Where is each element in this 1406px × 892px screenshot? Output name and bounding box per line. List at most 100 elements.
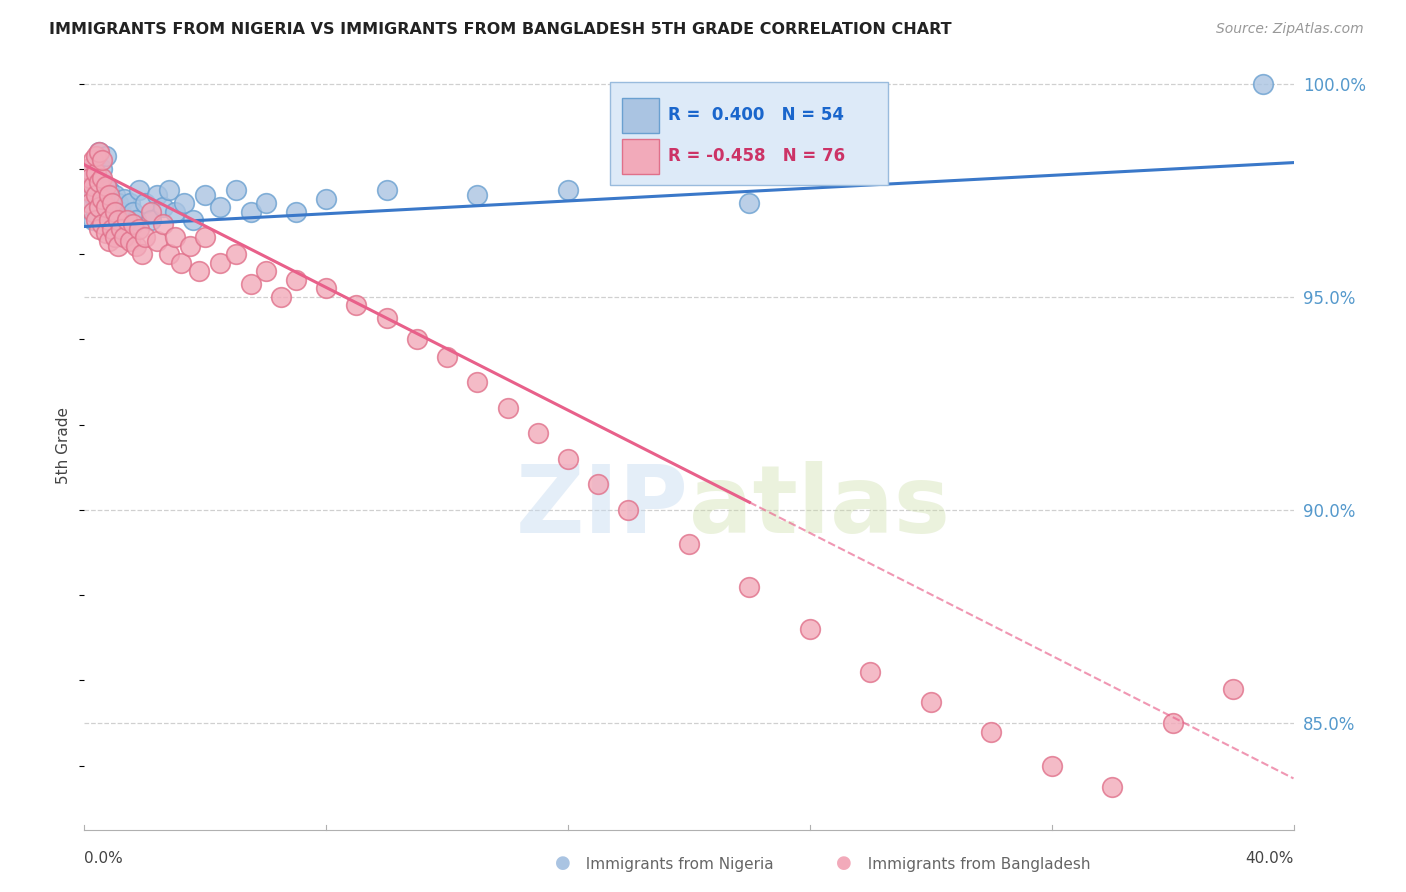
Point	[375, 311, 398, 326]
Point	[467, 375, 489, 389]
Point	[225, 247, 247, 261]
Point	[1253, 77, 1275, 91]
Point	[91, 153, 114, 168]
Point	[496, 401, 519, 415]
Point	[194, 187, 217, 202]
Point	[94, 196, 117, 211]
Point	[94, 179, 117, 194]
Point	[104, 209, 127, 223]
Point	[152, 218, 174, 232]
Point	[82, 187, 104, 202]
Point	[375, 183, 398, 197]
Point	[97, 183, 120, 197]
Text: 0.0%: 0.0%	[84, 851, 124, 866]
Point	[100, 192, 122, 206]
Point	[76, 183, 98, 197]
Text: Immigrants from Bangladesh: Immigrants from Bangladesh	[858, 857, 1090, 872]
Point	[118, 196, 141, 211]
Point	[239, 277, 262, 291]
Point	[225, 183, 247, 197]
Point	[181, 213, 204, 227]
Point	[1040, 758, 1063, 772]
Point	[86, 149, 108, 163]
Point	[94, 213, 117, 227]
Point	[79, 170, 101, 185]
Point	[89, 209, 111, 223]
Point	[110, 204, 132, 219]
Point	[134, 196, 156, 211]
Point	[104, 230, 127, 244]
Point	[82, 179, 104, 194]
Point	[94, 226, 117, 240]
Point	[738, 196, 761, 211]
Point	[97, 187, 120, 202]
Point	[89, 221, 111, 235]
Point	[104, 204, 127, 219]
Point	[89, 175, 111, 189]
Point	[588, 477, 610, 491]
FancyBboxPatch shape	[623, 98, 659, 133]
Point	[100, 218, 122, 232]
Point	[128, 221, 150, 235]
Point	[125, 213, 148, 227]
Point	[209, 256, 232, 270]
Text: ●: ●	[835, 855, 852, 872]
Point	[406, 333, 429, 347]
Point	[82, 170, 104, 185]
Point	[89, 145, 111, 159]
Point	[79, 196, 101, 211]
Point	[86, 187, 108, 202]
Point	[82, 153, 104, 168]
Point	[97, 204, 120, 219]
Point	[118, 235, 141, 249]
Text: 40.0%: 40.0%	[1246, 851, 1294, 866]
Text: atlas: atlas	[689, 461, 950, 553]
Point	[254, 264, 277, 278]
Point	[146, 187, 169, 202]
Point	[1101, 780, 1123, 794]
Point	[94, 200, 117, 214]
Text: Immigrants from Nigeria: Immigrants from Nigeria	[576, 857, 775, 872]
Point	[157, 183, 180, 197]
Point	[527, 426, 550, 441]
Point	[79, 196, 101, 211]
Text: Source: ZipAtlas.com: Source: ZipAtlas.com	[1216, 22, 1364, 37]
Point	[209, 200, 232, 214]
FancyBboxPatch shape	[610, 81, 889, 186]
Point	[115, 213, 138, 227]
Point	[121, 218, 143, 232]
Point	[121, 204, 143, 219]
Point	[239, 204, 262, 219]
Point	[467, 187, 489, 202]
Point	[94, 149, 117, 163]
Point	[170, 256, 193, 270]
Point	[86, 213, 108, 227]
Text: R = -0.458   N = 76: R = -0.458 N = 76	[668, 147, 845, 165]
Point	[678, 537, 700, 551]
Point	[146, 235, 169, 249]
Point	[107, 238, 129, 252]
Point	[86, 166, 108, 180]
Point	[91, 170, 114, 185]
Point	[86, 183, 108, 197]
Point	[139, 204, 162, 219]
Point	[188, 264, 211, 278]
Point	[254, 196, 277, 211]
Text: R =  0.400   N = 54: R = 0.400 N = 54	[668, 105, 845, 124]
Point	[97, 213, 120, 227]
Point	[89, 175, 111, 189]
Point	[91, 218, 114, 232]
Y-axis label: 5th Grade: 5th Grade	[56, 408, 72, 484]
Point	[179, 238, 201, 252]
Point	[980, 724, 1002, 739]
FancyBboxPatch shape	[623, 139, 659, 174]
Text: IMMIGRANTS FROM NIGERIA VS IMMIGRANTS FROM BANGLADESH 5TH GRADE CORRELATION CHAR: IMMIGRANTS FROM NIGERIA VS IMMIGRANTS FR…	[49, 22, 952, 37]
Point	[115, 213, 138, 227]
Point	[112, 192, 135, 206]
Point	[110, 221, 132, 235]
Point	[107, 196, 129, 211]
Point	[128, 183, 150, 197]
Point	[270, 290, 292, 304]
Point	[285, 273, 308, 287]
Point	[82, 213, 104, 227]
